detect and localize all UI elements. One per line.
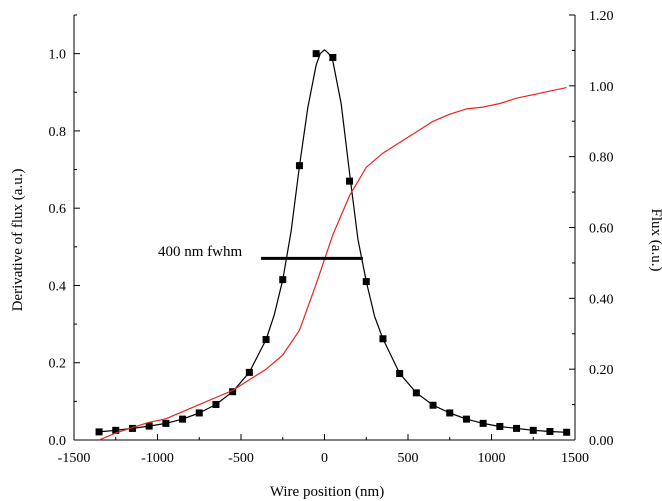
axes-layer: -1500 -1000 -500 0 500 1000 1500 0.0 0.2 0.4 0.6 0.… (49, 9, 614, 466)
y-right-tick-label: 0.40 (589, 292, 614, 307)
x-tick-label: -500 (228, 451, 254, 466)
x-tick-label: 0 (321, 451, 328, 466)
x-tick-label: 1000 (478, 451, 506, 466)
data-layer (95, 49, 571, 441)
y-left-tick-label: 0.0 (49, 434, 67, 449)
y-right-tick-label: 0.00 (589, 434, 614, 449)
y-axis-right-title: Flux (a.u.) (648, 209, 662, 272)
y-left-tick-label: 1.0 (49, 48, 67, 63)
y-left-tick-label: 0.8 (49, 125, 67, 140)
derivative-fit-line (98, 49, 567, 433)
derivative-point (346, 177, 354, 185)
y-right-tick-label: 0.80 (589, 151, 614, 166)
y-right-tick-label: 1.20 (589, 9, 614, 24)
y-left-tick-label: 0.2 (49, 357, 67, 372)
derivative-point (563, 428, 571, 436)
y-right-tick-label: 0.20 (589, 363, 614, 378)
x-tick-label: -1000 (141, 451, 174, 466)
x-tick-label: -1500 (58, 451, 91, 466)
y-right-tick-label: 1.00 (589, 80, 614, 95)
x-tick-label: 500 (398, 451, 419, 466)
y-left-tick-label: 0.4 (49, 279, 67, 294)
fwhm-annotation-label: 400 nm fwhm (158, 244, 242, 260)
derivative-point (312, 50, 320, 58)
y-left-tick-label: 0.6 (49, 202, 67, 217)
derivative-point (329, 54, 337, 61)
flux-line (98, 87, 567, 441)
y-right-tick-label: 0.60 (589, 222, 614, 237)
y-axis-left-title: Derivative of flux (a.u.) (10, 169, 26, 312)
x-axis-title: Wire position (nm) (270, 484, 384, 500)
x-tick-label: 1500 (561, 451, 589, 466)
